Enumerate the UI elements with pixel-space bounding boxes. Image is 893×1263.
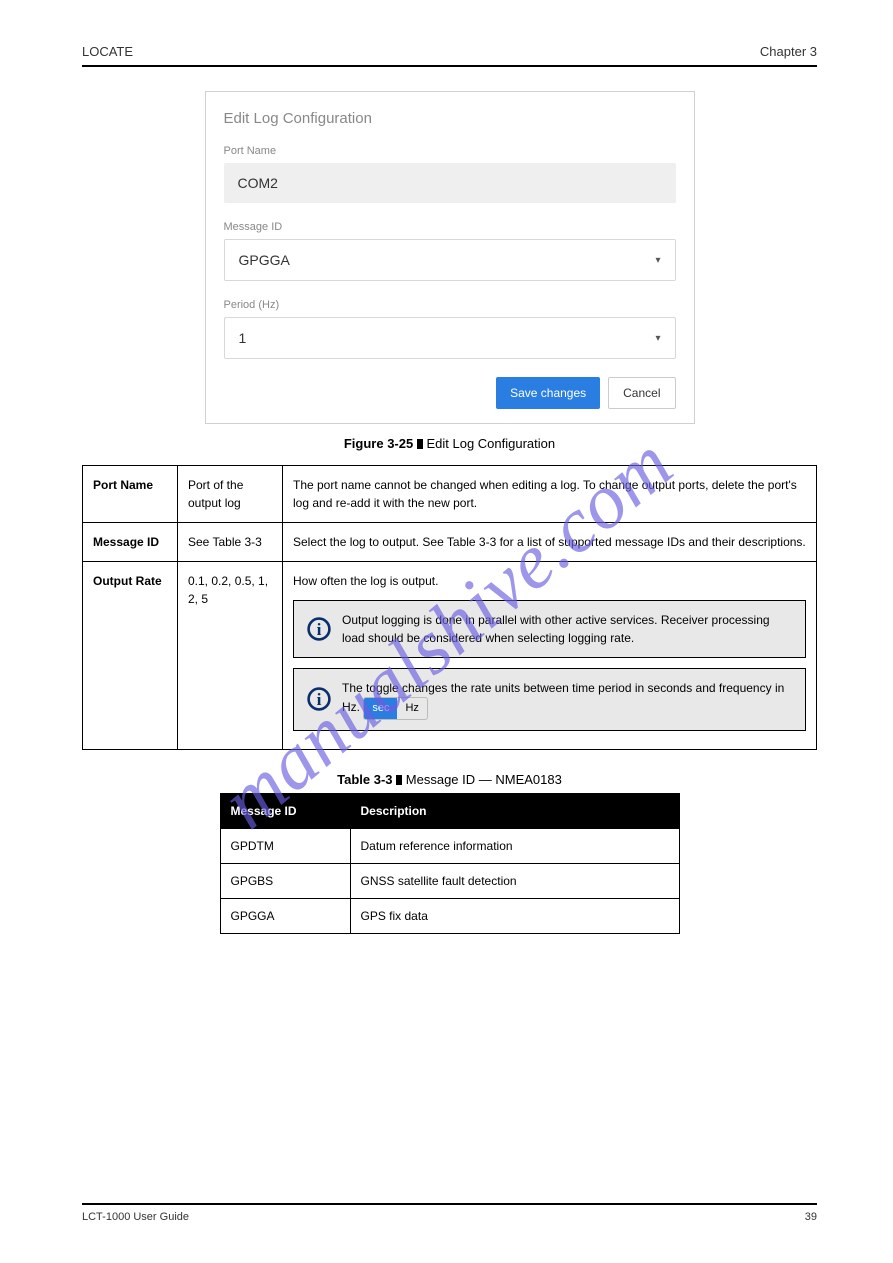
header-right: Chapter 3 [760,44,817,59]
page-footer: LCT-1000 User Guide 39 [82,1203,817,1223]
table-row: GPGGA GPS fix data [220,898,679,933]
cell-msgid: GPGGA [220,898,350,933]
svg-text:i: i [317,620,322,639]
message-id-label: Message ID [224,221,676,233]
table-row: GPDTM Datum reference information [220,828,679,863]
th-description: Description [350,793,679,828]
cell-field: Message ID [83,523,178,562]
info-callout: i Output logging is done in parallel wit… [293,600,806,658]
table-caption: Table 3-3 Message ID — NMEA0183 [220,772,680,787]
table-separator-icon [396,775,402,785]
dialog-title: Edit Log Configuration [224,110,676,127]
cell-msgdesc: GNSS satellite fault detection [350,863,679,898]
desc-link: Table 3-3 [447,535,496,549]
desc-text: for a list of supported message IDs and … [496,535,806,549]
port-name-input[interactable] [224,163,676,203]
table-row: Port Name Port of the output log The por… [83,466,817,523]
table-caption-number: Table 3-3 [337,772,392,787]
info-text: Output logging is done in parallel with … [342,611,793,647]
cell-options: 0.1, 0.2, 0.5, 1, 2, 5 [178,562,283,750]
cell-msgdesc: Datum reference information [350,828,679,863]
cell-msgid: GPGBS [220,863,350,898]
chevron-down-icon: ▾ [655,255,660,266]
header-left: LOCATE [82,44,133,59]
edit-log-dialog: Edit Log Configuration Port Name Message… [205,91,695,424]
info-icon: i [306,686,332,712]
footer-left: LCT-1000 User Guide [82,1211,189,1223]
cell-description: The port name cannot be changed when edi… [283,466,817,523]
info-text: The toggle changes the rate units betwee… [342,679,793,720]
info-icon: i [306,616,332,642]
period-select[interactable]: 1 ▾ [224,317,676,359]
dialog-actions: Save changes Cancel [224,377,676,409]
log-config-table: Port Name Port of the output log The por… [82,465,817,750]
table-caption-title: Message ID — NMEA0183 [406,772,562,787]
header-rule [82,65,817,67]
page-header: LOCATE Chapter 3 [82,44,817,59]
figure-separator-icon [417,439,423,449]
footer-page-number: 39 [805,1211,817,1223]
desc-text: How often the log is output. [293,572,806,590]
page-content: LOCATE Chapter 3 Edit Log Configuration … [82,44,817,934]
table-row: Output Rate 0.1, 0.2, 0.5, 1, 2, 5 How o… [83,562,817,750]
cell-options: Port of the output log [178,466,283,523]
period-label: Period (Hz) [224,299,676,311]
svg-text:i: i [317,690,322,709]
table-row: GPGBS GNSS satellite fault detection [220,863,679,898]
figure-title: Edit Log Configuration [426,436,555,451]
figure-number: Figure 3-25 [344,436,413,451]
unit-hz: Hz [397,698,426,719]
unit-toggle[interactable]: sec Hz [363,697,428,720]
cell-field: Port Name [83,466,178,523]
message-id-value: GPGGA [239,252,290,268]
message-id-table: Table 3-3 Message ID — NMEA0183 Message … [220,772,680,934]
figure-caption: Figure 3-25 Edit Log Configuration [82,436,817,451]
table-header-row: Message ID Description [220,793,679,828]
chevron-down-icon: ▾ [655,333,660,344]
cell-options: See Table 3-3 [178,523,283,562]
port-name-label: Port Name [224,145,676,157]
cell-description: Select the log to output. See Table 3-3 … [283,523,817,562]
cell-msgid: GPDTM [220,828,350,863]
save-changes-button[interactable]: Save changes [496,377,600,409]
desc-text: Select the log to output. See [293,535,447,549]
cancel-button[interactable]: Cancel [608,377,675,409]
cell-field: Output Rate [83,562,178,750]
footer-rule [82,1203,817,1205]
unit-sec: sec [364,698,397,719]
cell-description: How often the log is output. i Output lo… [283,562,817,750]
th-message-id: Message ID [220,793,350,828]
period-value: 1 [239,330,247,346]
table-row: Message ID See Table 3-3 Select the log … [83,523,817,562]
cell-msgdesc: GPS fix data [350,898,679,933]
message-id-select[interactable]: GPGGA ▾ [224,239,676,281]
info-callout: i The toggle changes the rate units betw… [293,668,806,731]
